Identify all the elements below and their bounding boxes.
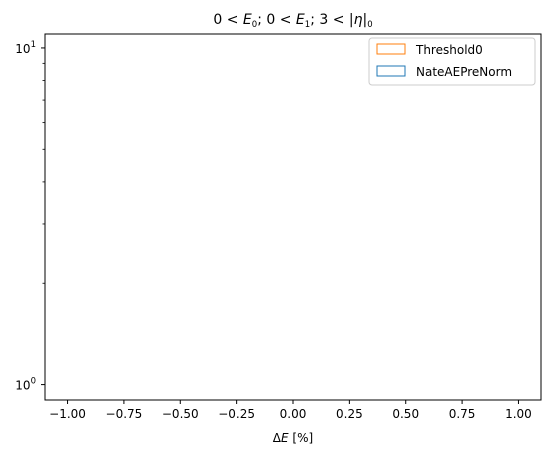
legend-label-threshold0: Threshold0 [415,43,483,57]
y-tick-label: 100 [15,377,36,393]
legend-swatch-nateaeprenorm [376,65,406,77]
x-tick-label: −0.75 [106,407,143,421]
y-tick-label: 101 [15,40,36,56]
x-tick-label: 0.50 [392,407,419,421]
x-tick-label: −1.00 [49,407,86,421]
x-axis-label: ΔE [%] [273,431,313,445]
y-axis-ticks: 100 101 [15,40,45,393]
x-tick-label: 0.75 [449,407,476,421]
legend-box [368,37,536,86]
legend-label-nateaeprenorm: NateAEPreNorm [416,65,512,79]
plot-area-frame [44,33,542,401]
legend: Threshold0 NateAEPreNorm [368,37,536,86]
x-axis-ticks: −1.00 −0.75 −0.50 −0.25 0.00 0.25 0.50 0.75 1.00 [49,400,532,421]
x-tick-label: −0.50 [162,407,199,421]
x-tick-label: 0.00 [280,407,307,421]
legend-swatch-threshold0 [376,43,406,55]
x-tick-label: 0.25 [336,407,363,421]
x-tick-label: 1.00 [505,407,532,421]
chart-title: 0 < E0; 0 < E1; 3 < |η|0 [213,12,372,30]
x-tick-label: −0.25 [218,407,255,421]
